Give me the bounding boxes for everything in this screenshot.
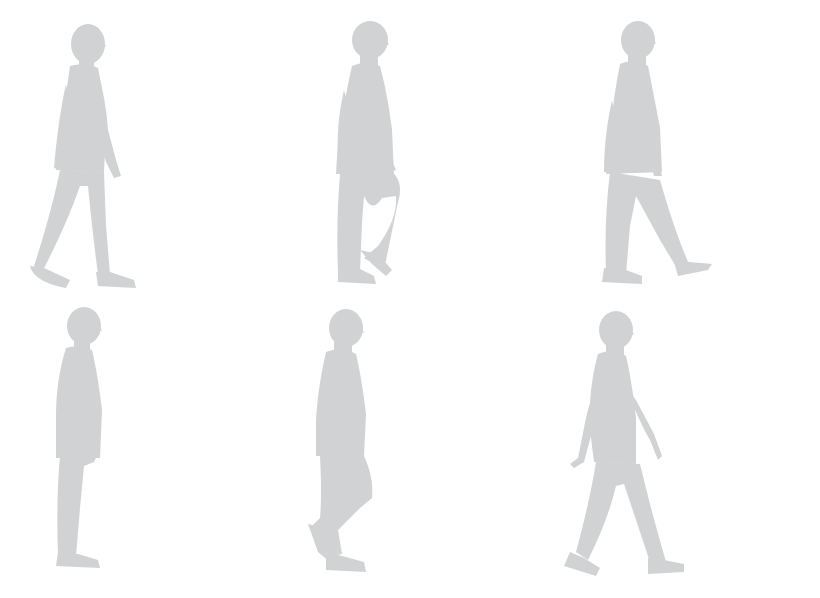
walking-man-silhouette-3 <box>602 21 712 284</box>
walking-man-silhouette-4 <box>56 307 102 568</box>
walking-man-silhouette-2 <box>336 21 400 284</box>
walking-man-silhouette-6 <box>564 311 684 576</box>
walking-man-silhouette-5 <box>308 309 373 572</box>
walking-man-silhouette-1 <box>30 24 136 288</box>
